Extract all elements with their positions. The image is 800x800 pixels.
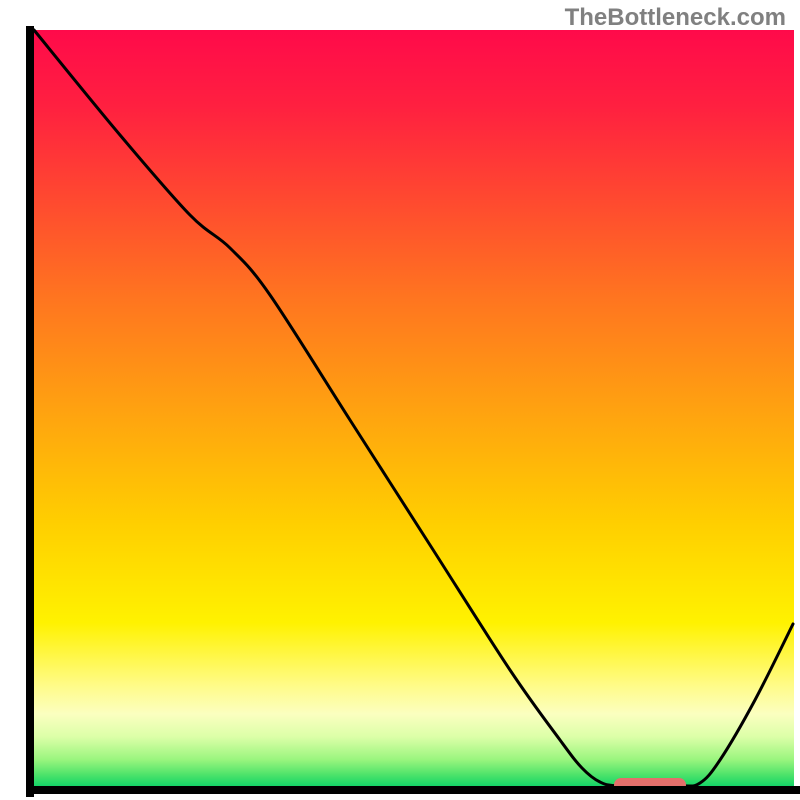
plot-area	[34, 30, 794, 790]
bottleneck-chart: TheBottleneck.com	[0, 0, 800, 800]
chart-svg	[0, 0, 800, 800]
watermark-text: TheBottleneck.com	[565, 4, 786, 32]
